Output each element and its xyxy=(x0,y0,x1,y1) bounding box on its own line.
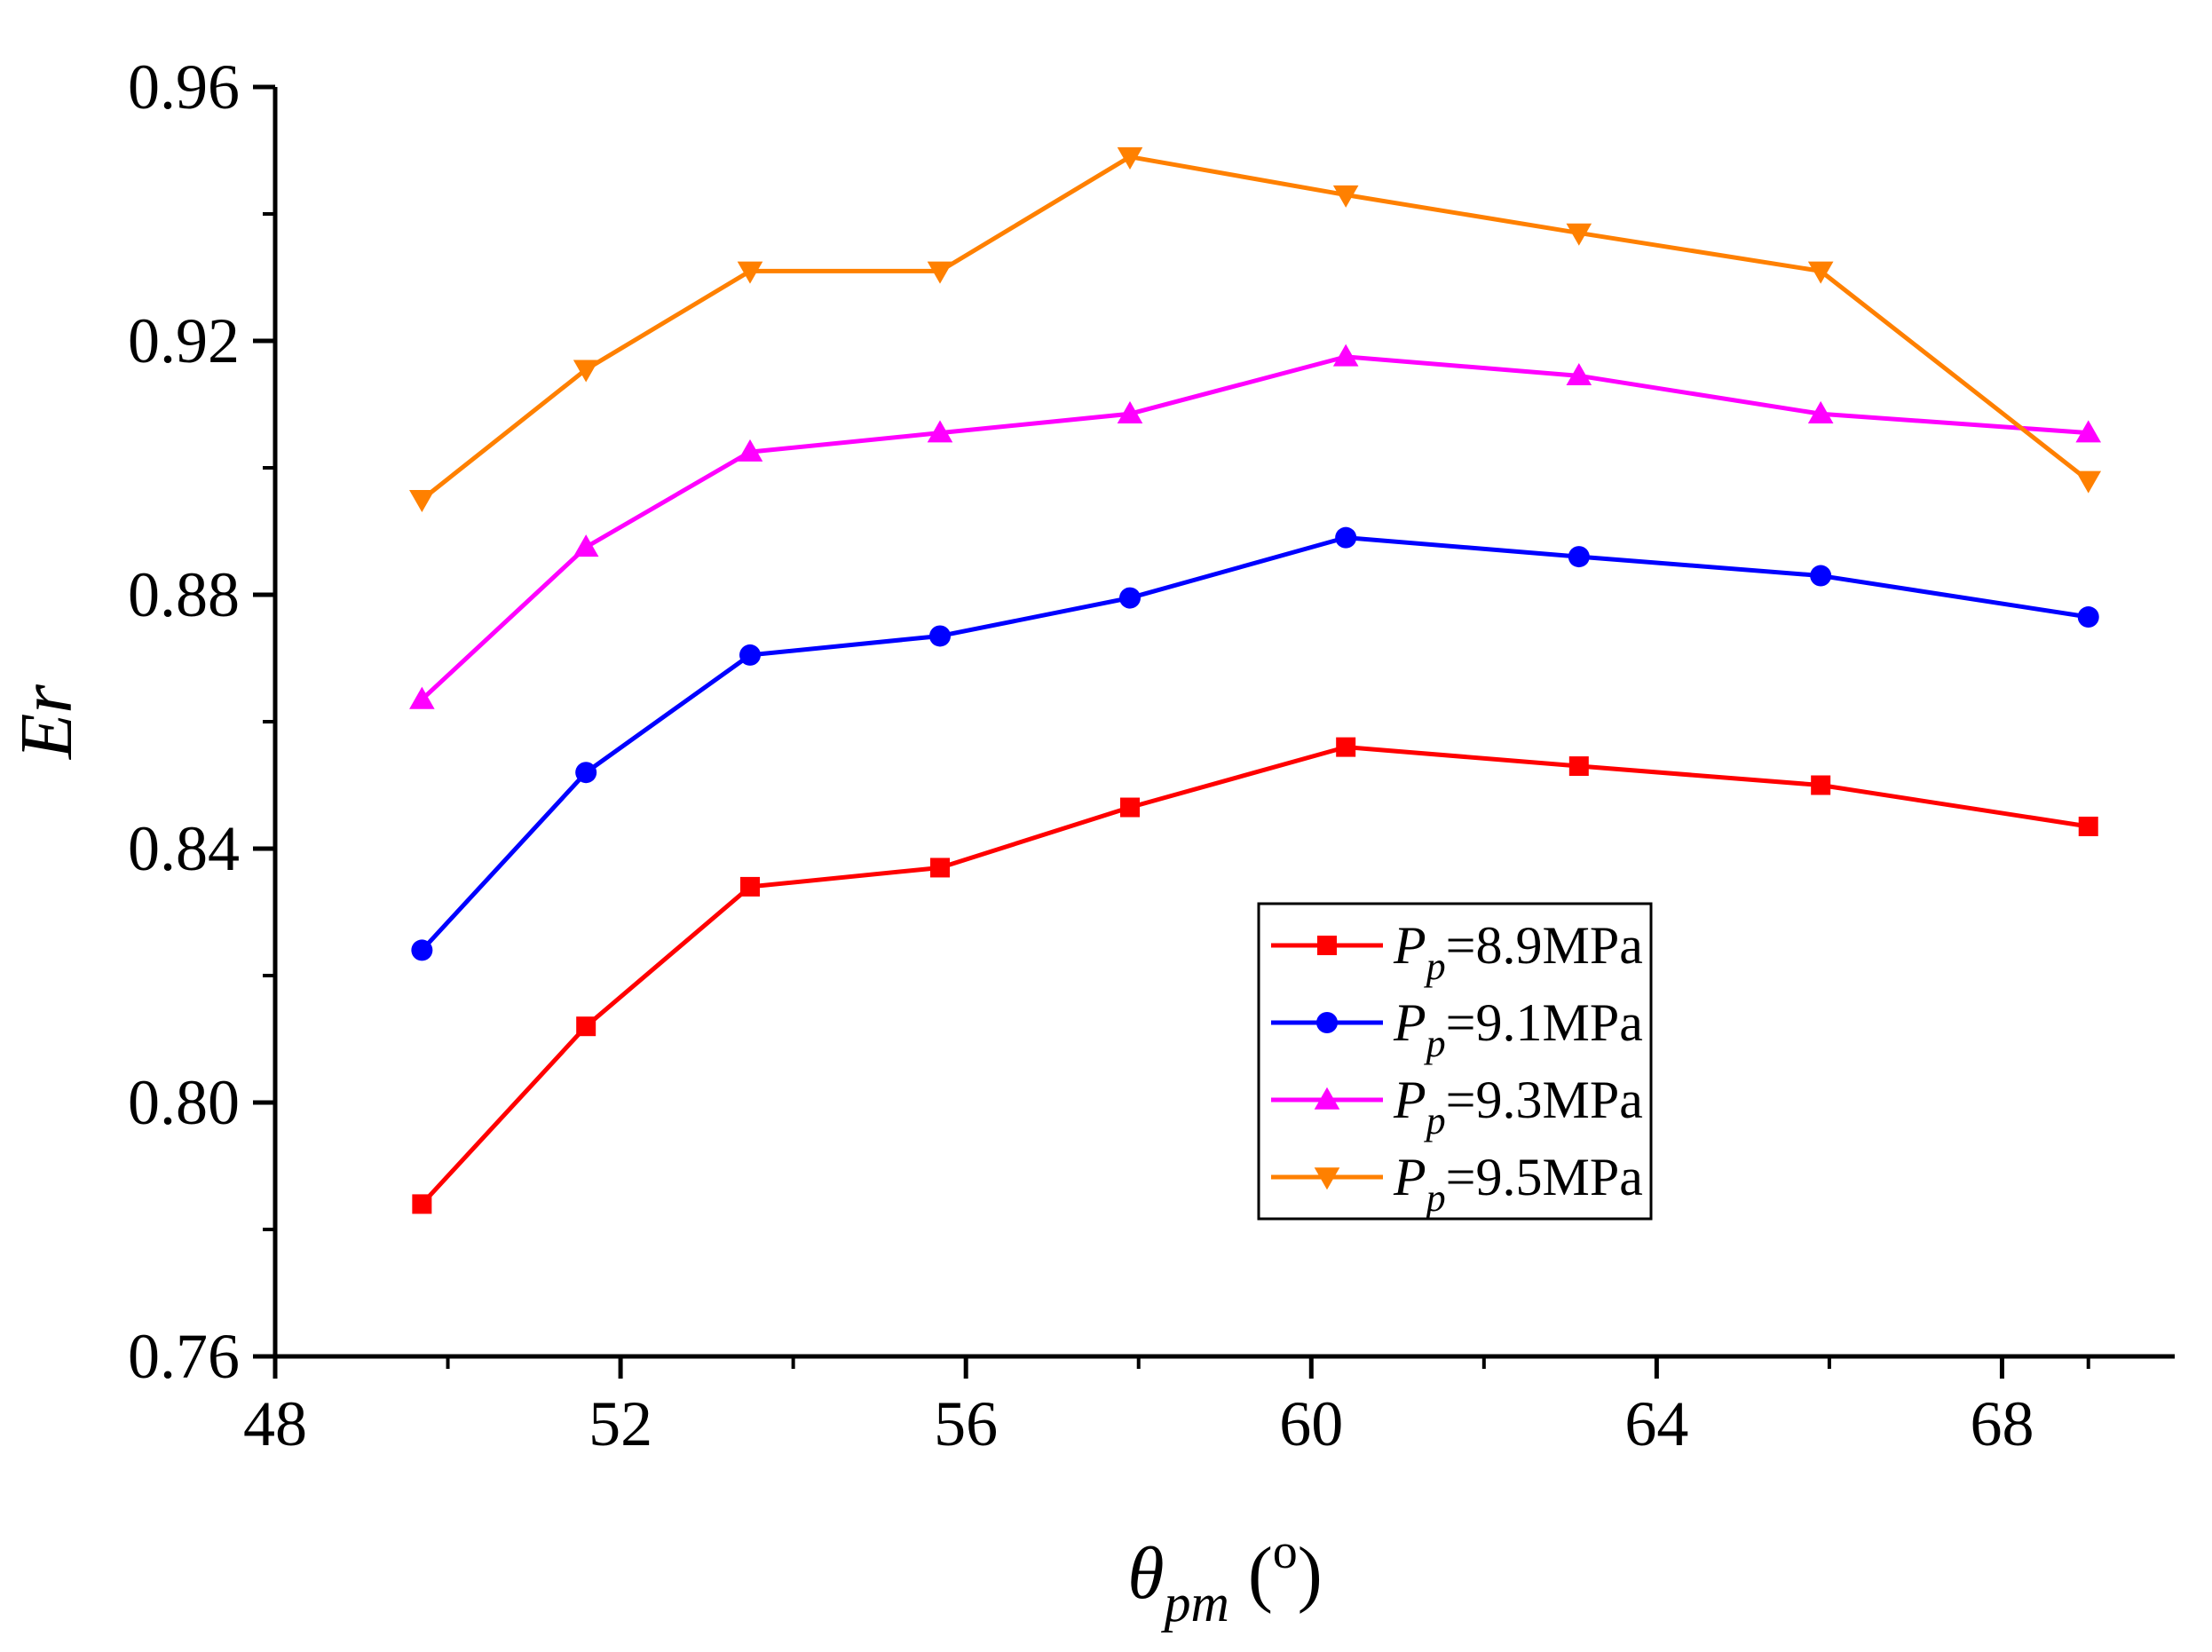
data-point xyxy=(1119,587,1141,609)
x-axis-title: θpm (o) xyxy=(1127,1524,1323,1632)
data-point xyxy=(1566,223,1592,246)
data-point xyxy=(737,261,763,284)
data-point xyxy=(1316,1012,1338,1033)
data-point xyxy=(1332,344,1359,367)
y-tick-label: 0.80 xyxy=(128,1067,240,1138)
data-point xyxy=(412,1194,432,1214)
data-point xyxy=(1317,936,1337,955)
data-point xyxy=(409,490,435,513)
legend-item: Pp=8.9MPa xyxy=(1271,916,1643,988)
series-9.5MPa xyxy=(409,146,2102,513)
y-axis-title: Er xyxy=(5,684,88,760)
data-point xyxy=(575,762,597,784)
axis-titles: Er θpm (o) xyxy=(5,684,1323,1632)
data-point xyxy=(573,360,599,383)
data-point xyxy=(1117,400,1143,423)
legend-label: Pp=9.5MPa xyxy=(1393,1148,1643,1220)
data-point xyxy=(927,420,953,443)
data-point xyxy=(1117,146,1143,170)
data-point xyxy=(1807,400,1834,423)
data-point xyxy=(1568,756,1589,777)
axes: 0.76 0.80 0.84 0.88 0.92 0.96 48 52 56 60 64 68 xyxy=(128,51,2175,1459)
x-tick-label: 52 xyxy=(589,1388,652,1459)
series-9.3MPa xyxy=(409,344,2102,709)
data-point xyxy=(2075,420,2102,443)
y-tick-label: 0.92 xyxy=(128,305,240,376)
y-tick-label: 0.76 xyxy=(128,1321,240,1392)
data-point xyxy=(1568,546,1590,568)
y-tick-label: 0.84 xyxy=(128,813,240,884)
x-tick-label: 68 xyxy=(1970,1388,2034,1459)
legend-label: Pp=9.1MPa xyxy=(1393,993,1643,1065)
legend-item: Pp=9.5MPa xyxy=(1271,1148,1643,1220)
data-point xyxy=(1314,1167,1340,1190)
data-point xyxy=(1120,797,1140,818)
data-point xyxy=(737,439,763,462)
legend-item: Pp=9.3MPa xyxy=(1271,1071,1643,1142)
data-point xyxy=(739,644,761,666)
legend-label: Pp=9.3MPa xyxy=(1393,1071,1643,1142)
series-layer xyxy=(409,146,2102,1214)
data-point xyxy=(1566,363,1592,386)
data-point xyxy=(1314,1087,1340,1110)
legend-label: Pp=8.9MPa xyxy=(1393,916,1643,988)
data-point xyxy=(2078,816,2098,836)
data-point xyxy=(927,261,953,284)
y-tick-label: 0.96 xyxy=(128,51,240,123)
data-point xyxy=(576,1016,596,1037)
series-8.9MPa xyxy=(412,737,2098,1214)
y-tick-label: 0.88 xyxy=(128,559,240,630)
data-point xyxy=(1807,261,1834,284)
data-point xyxy=(409,686,435,709)
series-9.1MPa xyxy=(411,526,2099,961)
x-tick-label: 48 xyxy=(243,1388,307,1459)
legend-item: Pp=9.1MPa xyxy=(1271,993,1643,1065)
x-tick-label: 56 xyxy=(934,1388,998,1459)
data-point xyxy=(2075,470,2102,494)
data-point xyxy=(930,858,950,878)
x-tick-label: 64 xyxy=(1624,1388,1688,1459)
data-point xyxy=(1336,737,1356,757)
data-point xyxy=(929,625,951,647)
data-point xyxy=(740,876,760,897)
data-point xyxy=(411,939,433,961)
legend-box xyxy=(1257,902,1653,1221)
data-point xyxy=(2077,606,2099,628)
data-point xyxy=(1811,775,1831,795)
data-point xyxy=(1332,185,1359,208)
x-tick-label: 60 xyxy=(1279,1388,1343,1459)
data-point xyxy=(1810,565,1832,587)
data-point xyxy=(573,534,599,557)
data-point xyxy=(1335,526,1357,549)
